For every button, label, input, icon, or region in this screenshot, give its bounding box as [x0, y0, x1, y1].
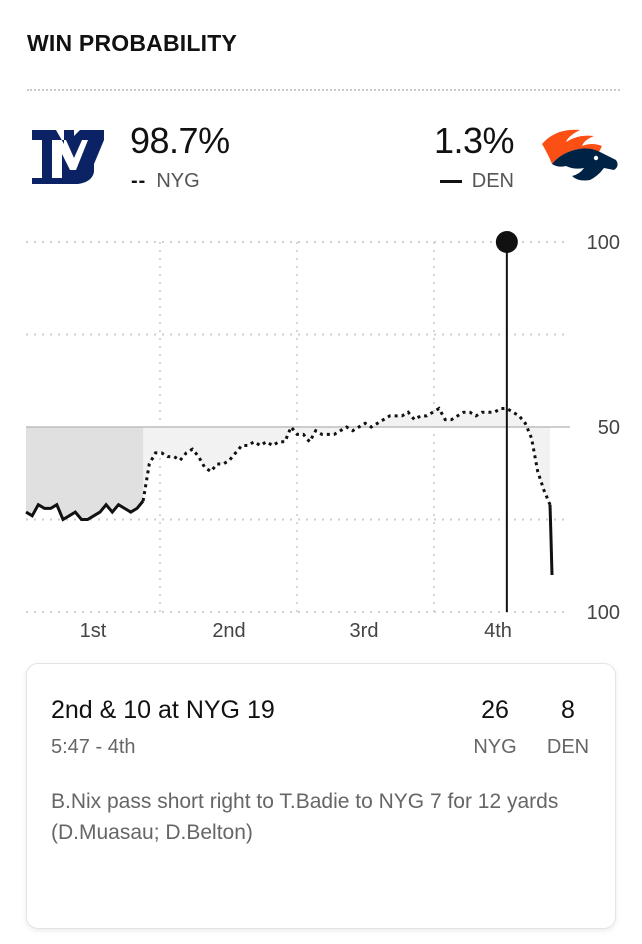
- y-tick-label: 100: [587, 232, 620, 254]
- dashed-line-legend-mark: --: [131, 170, 147, 192]
- away-score: 8: [561, 696, 575, 724]
- x-tick-label: 3rd: [350, 620, 379, 642]
- away-score-abbr: DEN: [546, 736, 590, 758]
- title-divider: [27, 89, 620, 91]
- x-tick-label: 4th: [484, 620, 512, 642]
- play-card[interactable]: 2nd & 10 at NYG 19 5:47 - 4th 26 NYG 8 D…: [26, 663, 616, 929]
- away-win-pct: 1.3%: [433, 120, 515, 161]
- away-legend: DEN: [439, 170, 514, 193]
- probability-fill-area: [143, 408, 550, 505]
- probability-line: [141, 406, 552, 506]
- y-tick-label: 100: [587, 602, 620, 624]
- home-win-pct: 98.7%: [130, 120, 230, 161]
- home-score-abbr: NYG: [473, 736, 517, 758]
- x-tick-label: 1st: [80, 620, 107, 642]
- y-tick-label: 50: [598, 417, 620, 439]
- broncos-horse-logo: [542, 129, 618, 181]
- win-probability-chart: 100 50 100 1st 2nd 3rd 4th: [25, 231, 620, 642]
- solid-line-legend-mark: [439, 180, 462, 183]
- probability-line-late: [548, 504, 554, 576]
- play-description: B.Nix pass short right to T.Badie to NYG…: [51, 790, 559, 844]
- probability-fill-area-below: [26, 427, 144, 520]
- away-abbr: DEN: [471, 170, 514, 192]
- current-play-marker: [495, 231, 518, 253]
- probability-line-early: [25, 500, 145, 522]
- page-title: WIN PROBABILITY: [27, 30, 237, 56]
- x-tick-label: 2nd: [212, 620, 245, 642]
- home-legend: -- NYG: [131, 170, 200, 193]
- game-clock: 5:47 - 4th: [51, 736, 136, 758]
- home-score: 26: [481, 696, 509, 724]
- down-and-distance: 2nd & 10 at NYG 19: [51, 696, 275, 724]
- home-abbr: NYG: [156, 170, 200, 192]
- giants-ny-logo: [32, 130, 104, 184]
